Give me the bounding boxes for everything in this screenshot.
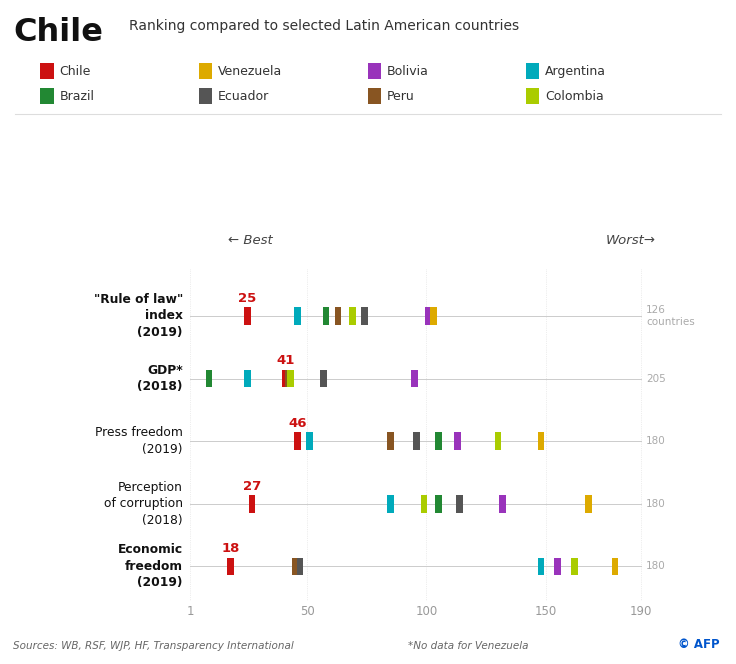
Bar <box>571 558 578 575</box>
Bar <box>430 307 437 325</box>
Text: Bolivia: Bolivia <box>387 64 429 78</box>
Bar <box>585 495 592 513</box>
Bar <box>435 495 442 513</box>
Text: ← Best: ← Best <box>228 234 273 248</box>
Bar <box>285 370 291 387</box>
Bar <box>227 558 234 575</box>
Bar <box>349 307 355 325</box>
Bar <box>414 432 420 450</box>
Text: Chile: Chile <box>13 17 103 48</box>
Bar <box>612 558 618 575</box>
Bar <box>320 370 327 387</box>
Bar <box>291 558 298 575</box>
Bar <box>554 558 561 575</box>
Bar <box>425 307 432 325</box>
Bar <box>294 307 301 325</box>
Text: Brazil: Brazil <box>60 90 95 103</box>
Text: 180: 180 <box>646 499 665 509</box>
Text: Perception
of corruption
(2018): Perception of corruption (2018) <box>104 481 183 527</box>
Text: 27: 27 <box>243 479 261 493</box>
Bar <box>335 307 342 325</box>
Text: 180: 180 <box>646 436 665 446</box>
Text: 126
countries: 126 countries <box>646 305 695 327</box>
Text: Press freedom
(2019): Press freedom (2019) <box>95 426 183 456</box>
Bar <box>387 495 394 513</box>
Text: Ecuador: Ecuador <box>218 90 269 103</box>
Text: 205: 205 <box>646 374 665 384</box>
Text: Ranking compared to selected Latin American countries: Ranking compared to selected Latin Ameri… <box>129 19 519 33</box>
Bar <box>206 370 213 387</box>
Bar <box>297 558 303 575</box>
Bar <box>456 495 463 513</box>
Bar <box>244 370 251 387</box>
Bar <box>411 370 418 387</box>
Bar <box>249 495 255 513</box>
Bar <box>323 307 330 325</box>
Text: © AFP: © AFP <box>678 637 720 651</box>
Bar <box>282 370 289 387</box>
Bar <box>435 432 442 450</box>
Bar <box>387 432 394 450</box>
Bar <box>537 558 544 575</box>
Text: 46: 46 <box>289 417 307 430</box>
Text: GDP*
(2018): GDP* (2018) <box>138 364 183 393</box>
Bar <box>244 307 251 325</box>
Bar <box>294 432 301 450</box>
Text: Sources: WB, RSF, WJP, HF, Transparency International: Sources: WB, RSF, WJP, HF, Transparency … <box>13 641 294 651</box>
Text: 25: 25 <box>238 291 256 305</box>
Bar <box>361 307 367 325</box>
Text: Economic
freedom
(2019): Economic freedom (2019) <box>118 543 183 590</box>
Text: Chile: Chile <box>60 64 91 78</box>
Bar <box>306 432 313 450</box>
Text: Argentina: Argentina <box>545 64 606 78</box>
Text: 18: 18 <box>222 542 240 555</box>
Bar <box>495 432 501 450</box>
Text: Colombia: Colombia <box>545 90 604 103</box>
Bar <box>499 495 506 513</box>
Bar <box>420 495 428 513</box>
Text: 180: 180 <box>646 562 665 572</box>
Text: *No data for Venezuela: *No data for Venezuela <box>408 641 529 651</box>
Text: Peru: Peru <box>387 90 415 103</box>
Bar <box>287 370 294 387</box>
Bar <box>454 432 461 450</box>
Text: "Rule of law"
index
(2019): "Rule of law" index (2019) <box>93 293 183 339</box>
Text: 41: 41 <box>276 355 294 367</box>
Bar <box>537 432 544 450</box>
Text: Worst→: Worst→ <box>606 234 657 248</box>
Text: Venezuela: Venezuela <box>218 64 282 78</box>
